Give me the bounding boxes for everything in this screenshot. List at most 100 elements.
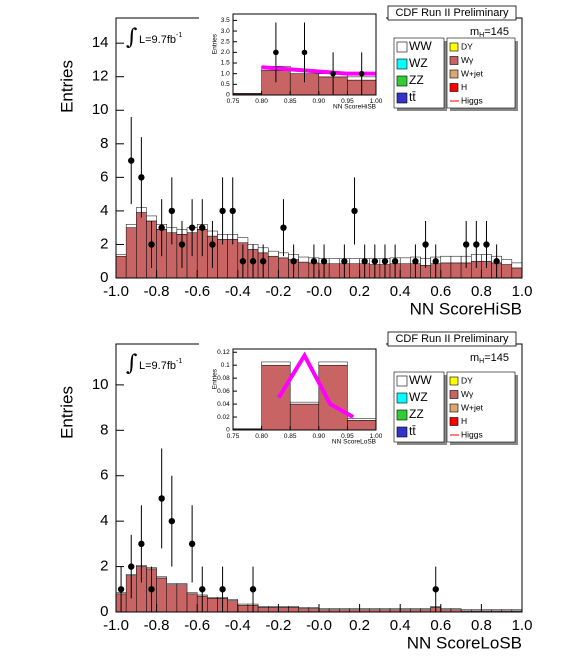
histogram-bar: [257, 606, 269, 608]
histogram-bar: [217, 239, 228, 279]
histogram-bar: [237, 237, 249, 244]
mass-value: =145: [484, 352, 509, 364]
x-tick-label: 0.4: [390, 283, 411, 300]
histogram-bar: [308, 607, 320, 609]
data-point: [148, 586, 155, 593]
y-tick-label: 0.1: [221, 362, 230, 369]
histogram-bar: [471, 609, 482, 612]
y-tick-label: 2: [100, 235, 108, 252]
legend-label: ZZ: [409, 407, 424, 421]
y-tick-label: 0.5: [221, 81, 230, 88]
data-point: [310, 258, 318, 265]
legend-label: DY: [461, 375, 473, 385]
histogram-bar: [278, 257, 289, 279]
y-tick-label: 6: [100, 467, 108, 484]
histogram-bar: [268, 606, 279, 608]
data-point: [219, 586, 226, 593]
x-tick-label: 0.8: [471, 283, 492, 300]
legend-swatch: [396, 58, 408, 70]
legend-label: W+jet: [461, 68, 484, 78]
histogram-bar: [349, 258, 360, 264]
x-axis-title: NN ScoreHiSB: [333, 104, 376, 111]
x-tick-label: 0.85: [284, 98, 297, 105]
histogram-bar: [289, 403, 320, 431]
histogram-bar: [207, 598, 218, 613]
legend-swatch: [449, 376, 459, 386]
data-point: [199, 224, 206, 231]
data-point: [462, 241, 470, 248]
y-tick-label: 4: [100, 512, 108, 529]
data-point: [188, 224, 196, 231]
histogram-bar: [176, 584, 188, 613]
y-axis-title: Entries: [57, 60, 76, 113]
legend-label: WW: [409, 39, 432, 53]
y-tick-label: 3.5: [221, 17, 230, 24]
histogram-bar: [328, 263, 340, 279]
legend-label: WZ: [409, 390, 428, 404]
y-tick-label: 0: [100, 269, 108, 286]
histogram-bar: [369, 608, 381, 610]
histogram-bar: [232, 428, 262, 430]
experiment-label: CDF Run II Preliminary: [395, 7, 509, 19]
data-point: [138, 174, 145, 181]
legend-label: tt̄: [409, 424, 416, 438]
data-point: [259, 258, 267, 265]
mass-symbol: m: [470, 26, 479, 38]
legend-label: Higgs: [461, 429, 483, 439]
legend-box: [446, 37, 516, 109]
legend-label: H: [461, 416, 467, 426]
experiment-box: [387, 5, 517, 21]
x-tick-label: 0.85: [284, 433, 297, 440]
x-tick-label: -0.2: [265, 617, 291, 634]
y-axis-title: Entries: [212, 33, 219, 54]
histogram-bar: [347, 420, 377, 431]
histogram-bar: [278, 607, 289, 613]
data-point: [148, 241, 155, 248]
experiment-label: CDF Run II Preliminary: [395, 333, 509, 345]
histogram-bar: [450, 608, 462, 610]
x-tick-label: 0.6: [430, 617, 451, 634]
data-point: [361, 258, 368, 265]
histogram-bar: [460, 609, 472, 612]
lumi-value: L=9.7fb: [139, 360, 176, 372]
y-tick-label: 0.02: [217, 414, 230, 421]
histogram-bar: [166, 583, 178, 585]
legend-swatch: [449, 83, 459, 92]
y-tick-label: 10: [92, 101, 109, 118]
legend-swatch: [449, 42, 459, 52]
histogram-bar: [440, 608, 452, 610]
experiment-box: [387, 331, 517, 347]
mass-value: =145: [484, 26, 509, 38]
legend-label: WW: [409, 373, 432, 387]
histogram-bar: [261, 364, 291, 431]
histogram-bar: [511, 609, 523, 612]
histogram-bar: [501, 264, 513, 279]
legend-label: Higgs: [461, 95, 483, 105]
x-tick-label: 0.6: [430, 283, 451, 300]
histogram-bar: [511, 262, 523, 269]
x-axis-title: NN ScoreLoSB: [407, 633, 522, 652]
x-tick-label: -0.0: [306, 283, 332, 300]
data-point: [432, 586, 439, 593]
data-point: [249, 258, 257, 265]
histogram-bar: [125, 224, 137, 228]
histogram-bar: [298, 608, 310, 613]
y-axis-title: Entries: [57, 386, 76, 439]
y-tick-label: 6: [100, 168, 108, 185]
data-point: [239, 258, 247, 265]
histogram-bar: [491, 609, 502, 612]
x-tick-label: -1.0: [103, 617, 129, 634]
data-point: [391, 258, 399, 265]
data-point: [168, 517, 176, 525]
histogram-bar: [420, 608, 431, 610]
histogram-bar: [328, 258, 340, 264]
legend-box: [446, 371, 516, 443]
legend-swatch: [449, 390, 459, 399]
data-point: [117, 586, 125, 593]
legend-swatch: [396, 75, 408, 87]
integral-sign: ∫: [126, 351, 138, 376]
x-tick-label: 0.90: [312, 98, 325, 105]
x-tick-label: 0.75: [227, 433, 240, 440]
histogram-bar: [450, 255, 462, 264]
